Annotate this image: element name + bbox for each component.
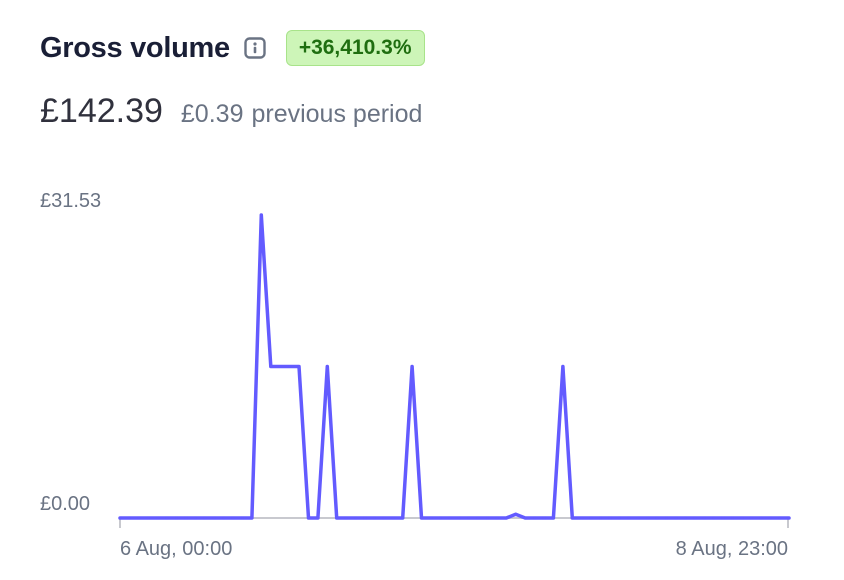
data-point: [740, 516, 744, 520]
previous-amount: £0.39: [180, 100, 244, 128]
data-point: [438, 516, 442, 520]
data-point: [636, 516, 640, 520]
data-point: [203, 516, 207, 520]
data-point: [683, 516, 687, 520]
data-point: [241, 516, 244, 520]
data-point: [212, 516, 216, 520]
x-tick-label-start: 6 Aug, 00:00: [120, 538, 232, 560]
data-point: [589, 516, 593, 520]
series-line: [118, 213, 791, 520]
info-icon[interactable]: [244, 37, 266, 59]
data-point: [184, 516, 188, 520]
data-point: [646, 516, 650, 520]
data-point: [749, 516, 753, 520]
data-point: [127, 516, 131, 520]
data-point: [457, 516, 461, 520]
data-point: [580, 516, 584, 520]
data-point: [372, 516, 376, 520]
data-point: [146, 516, 150, 520]
data-point: [175, 516, 178, 520]
data-point: [768, 516, 772, 520]
data-point: [250, 516, 254, 520]
data-point: [344, 516, 348, 520]
data-point: [410, 365, 414, 368]
current-amount: £142.39: [40, 92, 163, 130]
data-point: [523, 516, 527, 520]
data-point: [561, 365, 565, 368]
data-point: [712, 516, 716, 520]
data-point: [721, 516, 725, 520]
data-point: [655, 516, 659, 520]
data-point: [259, 213, 263, 217]
data-point: [391, 516, 395, 520]
data-point: [514, 512, 518, 516]
data-point: [137, 516, 141, 520]
data-point: [382, 516, 386, 520]
data-point: [787, 516, 791, 520]
data-point: [118, 516, 122, 520]
data-point: [570, 516, 574, 520]
data-point: [429, 516, 433, 520]
data-point: [288, 365, 292, 368]
data-point: [335, 516, 339, 520]
data-point: [165, 516, 169, 520]
data-point: [193, 516, 197, 520]
data-point: [269, 365, 273, 368]
data-point: [533, 516, 537, 520]
data-point: [401, 516, 405, 520]
data-point: [778, 516, 782, 520]
data-point: [325, 365, 329, 368]
data-point: [354, 516, 358, 520]
data-point: [476, 516, 480, 520]
data-point: [759, 516, 763, 520]
data-point: [504, 516, 508, 520]
data-point: [617, 516, 621, 520]
data-point: [278, 365, 282, 368]
change-badge: +36,410.3%: [285, 30, 425, 66]
data-point: [542, 516, 546, 520]
data-point: [674, 516, 678, 520]
x-tick-label-end: 8 Aug, 23:00: [676, 538, 788, 560]
data-point: [608, 516, 612, 520]
data-points: [118, 213, 791, 520]
data-point: [231, 516, 235, 520]
data-point: [495, 516, 499, 520]
data-point: [316, 516, 320, 520]
y-tick-label-min: £0.00: [40, 493, 90, 515]
data-point: [363, 516, 367, 520]
data-point: [467, 516, 471, 520]
data-point: [551, 516, 555, 520]
data-point: [599, 516, 602, 520]
y-tick-label-max: £31.53: [40, 190, 101, 212]
data-point: [156, 516, 160, 520]
data-point: [297, 365, 301, 368]
data-point: [448, 516, 452, 520]
chart-title: Gross volume: [40, 31, 230, 64]
data-point: [420, 516, 423, 520]
data-point: [665, 516, 668, 520]
data-point: [693, 516, 697, 520]
amount-summary: £142.39 £0.39 previous period: [40, 92, 422, 131]
data-point: [731, 516, 734, 520]
previous-period: £0.39 previous period: [181, 100, 423, 129]
data-point: [702, 516, 706, 520]
chart-header: Gross volume +36,410.3%: [40, 30, 425, 66]
data-point: [627, 516, 631, 520]
data-point: [307, 516, 310, 520]
data-point: [222, 516, 226, 520]
previous-period-label: previous period: [251, 100, 423, 128]
data-point: [486, 516, 489, 520]
